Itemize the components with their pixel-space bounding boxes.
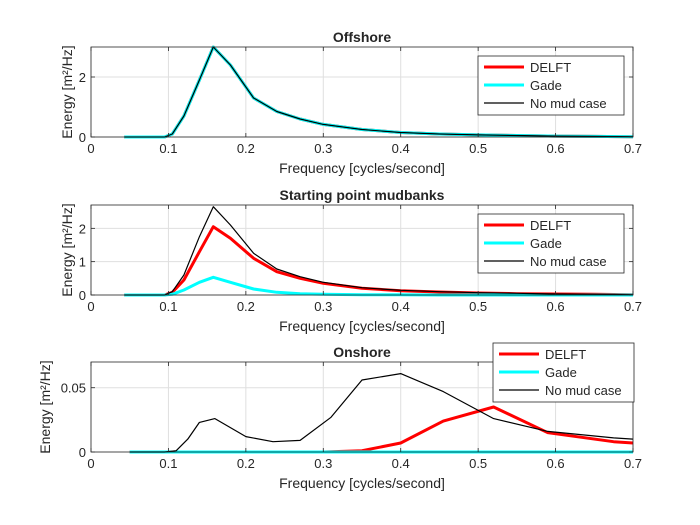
x-tick-label: 0.2 [237, 141, 255, 156]
legend-label: No mud case [545, 383, 622, 398]
x-tick-label: 0.1 [159, 299, 177, 314]
x-tick-label: 0.5 [469, 456, 487, 471]
x-tick-label: 0.4 [392, 299, 410, 314]
legend: DELFT Gade No mud case [492, 342, 635, 403]
panel-3: 0 0.1 0.2 0.3 0.4 0.5 0.6 0.7 0 0.05 Onshore Freque… [37, 342, 642, 491]
x-tick-label: 0.1 [159, 141, 177, 156]
y-axis-label: Energy [m²/Hz] [59, 203, 75, 296]
x-tick-label: 0.3 [314, 299, 332, 314]
y-axis-label: Energy [m²/Hz] [37, 360, 53, 453]
chart-title: Offshore [333, 29, 392, 45]
y-tick-label: 0.05 [61, 381, 86, 396]
y-tick-label: 0 [79, 288, 86, 303]
x-tick-label: 0.5 [469, 141, 487, 156]
x-axis-label: Frequency [cycles/second] [279, 475, 445, 491]
panel-1: 0 0.1 0.2 0.3 0.4 0.5 0.6 0.7 0 2 Offshore Frequenc… [59, 29, 642, 176]
x-tick-label: 0 [87, 141, 94, 156]
legend-label: DELFT [545, 347, 586, 362]
legend-label: Gade [545, 365, 577, 380]
x-tick-label: 0.1 [159, 456, 177, 471]
x-tick-label: 0 [87, 299, 94, 314]
x-axis-label: Frequency [cycles/second] [279, 160, 445, 176]
legend: DELFT Gade No mud case [477, 213, 625, 274]
legend-label: DELFT [530, 60, 571, 75]
axes-box [90, 361, 634, 453]
x-tick-label: 0.4 [392, 456, 410, 471]
y-tick-label: 0 [79, 130, 86, 145]
y-tick-label: 1 [79, 255, 86, 270]
x-tick-label: 0.7 [624, 141, 642, 156]
panel-2: 0 0.1 0.2 0.3 0.4 0.5 0.6 0.7 0 1 2 Starting point … [59, 187, 642, 334]
axes-box [90, 46, 634, 138]
y-tick-label: 0 [79, 445, 86, 460]
y-tick-label: 2 [79, 221, 86, 236]
x-tick-label: 0.6 [547, 141, 565, 156]
x-tick-label: 0.6 [547, 456, 565, 471]
chart-title: Starting point mudbanks [280, 187, 445, 203]
y-axis-label: Energy [m²/Hz] [59, 45, 75, 138]
series-line-no-mud-case [124, 46, 634, 138]
y-tick-label: 2 [79, 70, 86, 85]
x-tick-label: 0 [87, 456, 94, 471]
chart-title: Onshore [333, 344, 391, 360]
x-tick-label: 0.7 [624, 456, 642, 471]
x-tick-label: 0.7 [624, 299, 642, 314]
x-axis-label: Frequency [cycles/second] [279, 318, 445, 334]
x-tick-label: 0.2 [237, 456, 255, 471]
x-tick-label: 0.6 [547, 299, 565, 314]
x-tick-label: 0.3 [314, 141, 332, 156]
x-tick-label: 0.3 [314, 456, 332, 471]
series-line-no-mud-case [124, 206, 634, 296]
legend-label: No mud case [530, 254, 607, 269]
x-tick-label: 0.4 [392, 141, 410, 156]
x-tick-label: 0.2 [237, 299, 255, 314]
x-tick-label: 0.5 [469, 299, 487, 314]
legend-label: No mud case [530, 96, 607, 111]
legend-label: Gade [530, 236, 562, 251]
series-line-no-mud-case [129, 373, 634, 453]
legend-label: DELFT [530, 218, 571, 233]
axes-box [90, 204, 634, 296]
legend: DELFT Gade No mud case [477, 55, 625, 116]
legend-label: Gade [530, 78, 562, 93]
